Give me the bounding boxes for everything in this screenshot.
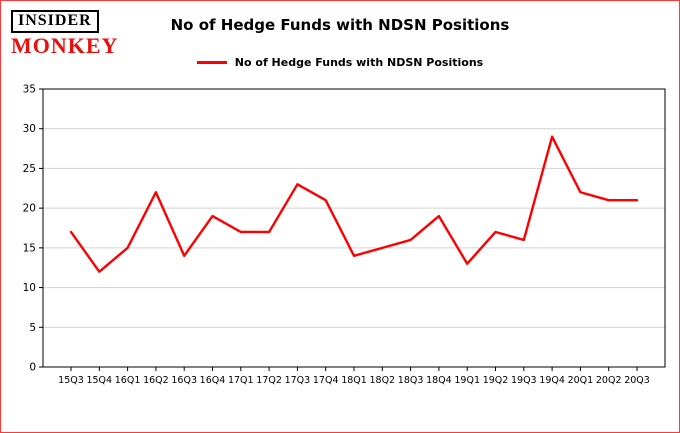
x-tick-label: 17Q1 xyxy=(228,375,254,386)
x-tick-label: 19Q2 xyxy=(483,375,509,386)
y-tick-label: 30 xyxy=(23,123,36,135)
x-tick-label: 16Q1 xyxy=(115,375,141,386)
y-tick-label: 0 xyxy=(29,362,36,374)
x-tick-label: 20Q3 xyxy=(624,375,650,386)
x-tick-label: 15Q4 xyxy=(86,375,112,386)
y-tick-label: 20 xyxy=(23,203,36,215)
x-tick-label: 19Q3 xyxy=(511,375,537,386)
x-tick-label: 20Q1 xyxy=(568,375,594,386)
x-tick-label: 18Q2 xyxy=(369,375,395,386)
y-tick-label: 10 xyxy=(23,282,36,294)
x-tick-label: 16Q3 xyxy=(171,375,197,386)
x-tick-label: 15Q3 xyxy=(58,375,84,386)
x-tick-label: 19Q1 xyxy=(454,375,480,386)
x-tick-label: 17Q3 xyxy=(285,375,311,386)
x-tick-label: 20Q2 xyxy=(596,375,622,386)
chart-title: No of Hedge Funds with NDSN Positions xyxy=(170,16,510,34)
y-tick-label: 25 xyxy=(23,163,36,175)
y-tick-label: 35 xyxy=(23,84,36,96)
legend-line-swatch xyxy=(196,61,227,64)
x-tick-label: 16Q4 xyxy=(200,375,226,386)
series-line xyxy=(69,135,639,273)
x-tick-label: 19Q4 xyxy=(539,375,565,386)
insider-monkey-logo: INSIDER MONKEY xyxy=(11,10,118,57)
x-tick-label: 18Q1 xyxy=(341,375,367,386)
x-tick-label: 18Q4 xyxy=(426,375,452,386)
logo-monkey-text: MONKEY xyxy=(11,33,119,58)
x-tick-label: 17Q2 xyxy=(256,375,282,386)
plot-border xyxy=(42,88,666,368)
y-tick-label: 5 xyxy=(29,322,36,334)
x-tick-label: 17Q4 xyxy=(313,375,339,386)
x-tick-label: 18Q3 xyxy=(398,375,424,386)
logo-insider-text: INSIDER xyxy=(11,10,99,33)
chart-legend: No of Hedge Funds with NDSN Positions xyxy=(1,56,679,69)
x-tick-label: 16Q2 xyxy=(143,375,169,386)
line-chart: 0 5 10 15 20 25 30 35 15Q3 15Q4 16Q1 16Q2 16Q3 16Q4 17… xyxy=(7,77,675,395)
y-tick-label: 15 xyxy=(23,242,36,254)
legend-label: No of Hedge Funds with NDSN Positions xyxy=(234,56,484,69)
